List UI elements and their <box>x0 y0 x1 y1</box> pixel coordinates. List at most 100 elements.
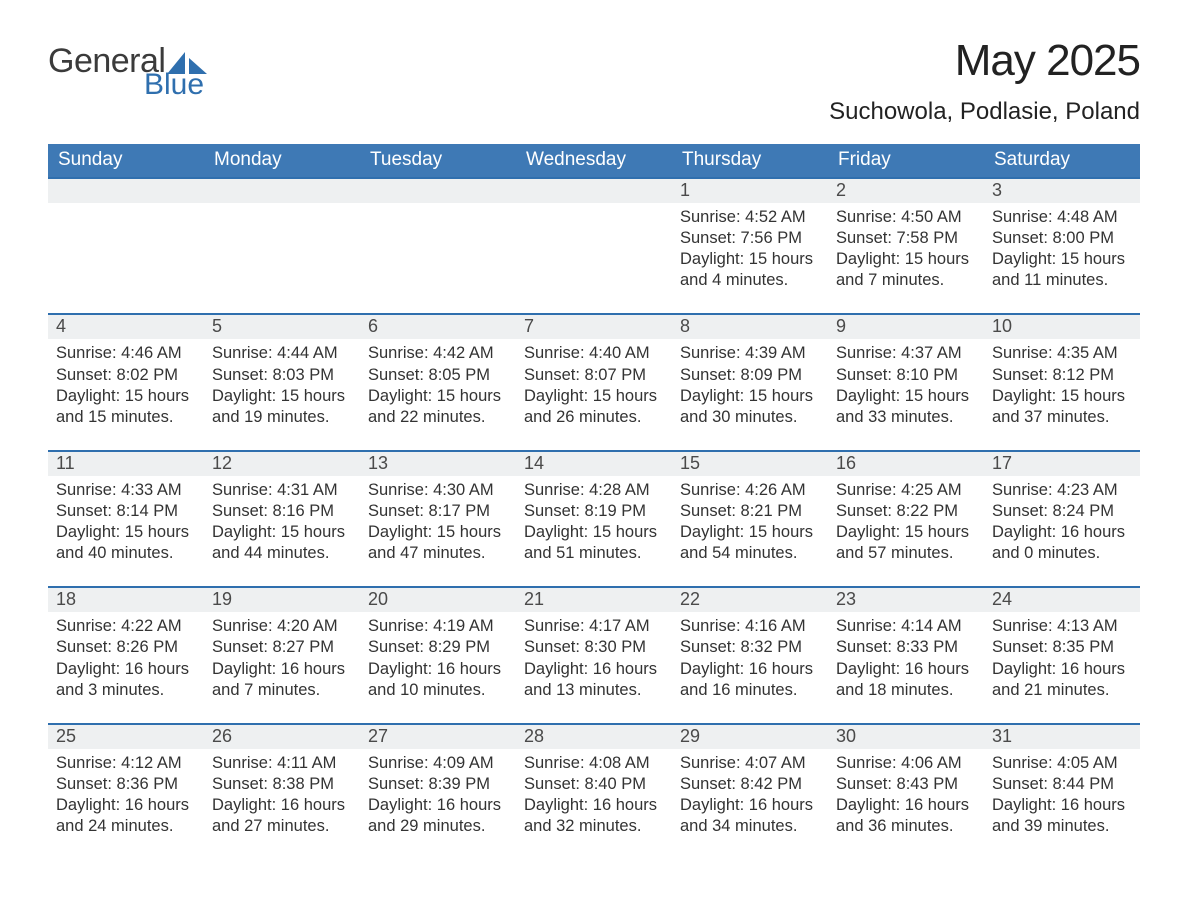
daylight-line: Daylight: 16 hours and 36 minutes. <box>836 795 976 837</box>
daylight-line: Daylight: 16 hours and 7 minutes. <box>212 659 352 701</box>
calendar-day-cell: 28Sunrise: 4:08 AMSunset: 8:40 PMDayligh… <box>516 723 672 859</box>
sunrise-line: Sunrise: 4:31 AM <box>212 480 352 501</box>
calendar-day-cell: 14Sunrise: 4:28 AMSunset: 8:19 PMDayligh… <box>516 450 672 586</box>
month-title: May 2025 <box>829 36 1140 86</box>
sunrise-line: Sunrise: 4:13 AM <box>992 616 1132 637</box>
day-number-strip <box>516 177 672 203</box>
sunrise-line: Sunrise: 4:35 AM <box>992 343 1132 364</box>
daylight-line: Daylight: 15 hours and 22 minutes. <box>368 386 508 428</box>
sunrise-line: Sunrise: 4:33 AM <box>56 480 196 501</box>
day-number: 2 <box>828 179 984 203</box>
day-number-strip: 28 <box>516 723 672 749</box>
calendar-day-cell: 19Sunrise: 4:20 AMSunset: 8:27 PMDayligh… <box>204 586 360 722</box>
daylight-line: Daylight: 15 hours and 11 minutes. <box>992 249 1132 291</box>
day-number: 23 <box>828 588 984 612</box>
daylight-line: Daylight: 16 hours and 32 minutes. <box>524 795 664 837</box>
day-number: 9 <box>828 315 984 339</box>
day-number: 29 <box>672 725 828 749</box>
weekday-header: Thursday <box>672 144 828 177</box>
day-number: 7 <box>516 315 672 339</box>
sunset-line: Sunset: 8:09 PM <box>680 365 820 386</box>
calendar-day-cell: 3Sunrise: 4:48 AMSunset: 8:00 PMDaylight… <box>984 177 1140 313</box>
day-body <box>48 203 204 313</box>
sunrise-line: Sunrise: 4:17 AM <box>524 616 664 637</box>
daylight-line: Daylight: 16 hours and 34 minutes. <box>680 795 820 837</box>
day-number: 18 <box>48 588 204 612</box>
day-number-strip: 7 <box>516 313 672 339</box>
day-body: Sunrise: 4:17 AMSunset: 8:30 PMDaylight:… <box>516 612 672 722</box>
sunrise-line: Sunrise: 4:30 AM <box>368 480 508 501</box>
day-number-strip: 2 <box>828 177 984 203</box>
day-number-strip: 29 <box>672 723 828 749</box>
day-body: Sunrise: 4:44 AMSunset: 8:03 PMDaylight:… <box>204 339 360 449</box>
day-number-strip: 3 <box>984 177 1140 203</box>
daylight-line: Daylight: 15 hours and 40 minutes. <box>56 522 196 564</box>
calendar-page: General Blue May 2025 Suchowola, Podlasi… <box>0 0 1188 918</box>
sunset-line: Sunset: 8:36 PM <box>56 774 196 795</box>
sunset-line: Sunset: 8:10 PM <box>836 365 976 386</box>
daylight-line: Daylight: 15 hours and 7 minutes. <box>836 249 976 291</box>
sunrise-line: Sunrise: 4:22 AM <box>56 616 196 637</box>
calendar-day-cell: 20Sunrise: 4:19 AMSunset: 8:29 PMDayligh… <box>360 586 516 722</box>
weekday-header: Wednesday <box>516 144 672 177</box>
daylight-line: Daylight: 15 hours and 37 minutes. <box>992 386 1132 428</box>
sunset-line: Sunset: 8:03 PM <box>212 365 352 386</box>
day-number-strip: 31 <box>984 723 1140 749</box>
calendar-day-cell: 27Sunrise: 4:09 AMSunset: 8:39 PMDayligh… <box>360 723 516 859</box>
sunset-line: Sunset: 8:22 PM <box>836 501 976 522</box>
calendar-day-cell: 31 Sunrise: 4:05 AMSunset: 8:44 PMDayligh… <box>984 723 1140 859</box>
sunset-line: Sunset: 8:00 PM <box>992 228 1132 249</box>
day-number: 27 <box>360 725 516 749</box>
weekday-header: Monday <box>204 144 360 177</box>
sunset-line: Sunset: 8:42 PM <box>680 774 820 795</box>
calendar-empty-cell <box>48 177 204 313</box>
calendar-week-row: 4Sunrise: 4:46 AMSunset: 8:02 PMDaylight… <box>48 313 1140 449</box>
calendar-day-cell: 5Sunrise: 4:44 AMSunset: 8:03 PMDaylight… <box>204 313 360 449</box>
calendar-day-cell: 1Sunrise: 4:52 AMSunset: 7:56 PMDaylight… <box>672 177 828 313</box>
weekday-header: Sunday <box>48 144 204 177</box>
sunset-line: Sunset: 8:40 PM <box>524 774 664 795</box>
sunset-line: Sunset: 8:30 PM <box>524 637 664 658</box>
day-number: 28 <box>516 725 672 749</box>
calendar-day-cell: 22Sunrise: 4:16 AMSunset: 8:32 PMDayligh… <box>672 586 828 722</box>
calendar-day-cell: 7Sunrise: 4:40 AMSunset: 8:07 PMDaylight… <box>516 313 672 449</box>
calendar-week-row: 25Sunrise: 4:12 AMSunset: 8:36 PMDayligh… <box>48 723 1140 859</box>
day-number: 25 <box>48 725 204 749</box>
daylight-line: Daylight: 16 hours and 39 minutes. <box>992 795 1132 837</box>
day-number-strip: 25 <box>48 723 204 749</box>
calendar-day-cell: 25Sunrise: 4:12 AMSunset: 8:36 PMDayligh… <box>48 723 204 859</box>
sunset-line: Sunset: 8:29 PM <box>368 637 508 658</box>
calendar-head: SundayMondayTuesdayWednesdayThursdayFrid… <box>48 144 1140 177</box>
calendar-day-cell: 11Sunrise: 4:33 AMSunset: 8:14 PMDayligh… <box>48 450 204 586</box>
day-body: Sunrise: 4:42 AMSunset: 8:05 PMDaylight:… <box>360 339 516 449</box>
calendar-day-cell: 6Sunrise: 4:42 AMSunset: 8:05 PMDaylight… <box>360 313 516 449</box>
day-number-strip: 8 <box>672 313 828 339</box>
day-number: 10 <box>984 315 1140 339</box>
calendar-table: SundayMondayTuesdayWednesdayThursdayFrid… <box>48 144 1140 859</box>
daylight-line: Daylight: 15 hours and 4 minutes. <box>680 249 820 291</box>
sunset-line: Sunset: 8:39 PM <box>368 774 508 795</box>
sunset-line: Sunset: 8:44 PM <box>992 774 1132 795</box>
day-number: 12 <box>204 452 360 476</box>
day-number: 3 <box>984 179 1140 203</box>
day-body: Sunrise: 4:48 AMSunset: 8:00 PMDaylight:… <box>984 203 1140 313</box>
day-body: Sunrise: 4:14 AMSunset: 8:33 PMDaylight:… <box>828 612 984 722</box>
day-body: Sunrise: 4:07 AMSunset: 8:42 PMDaylight:… <box>672 749 828 859</box>
day-body: Sunrise: 4:16 AMSunset: 8:32 PMDaylight:… <box>672 612 828 722</box>
sunset-line: Sunset: 8:17 PM <box>368 501 508 522</box>
sunrise-line: Sunrise: 4:52 AM <box>680 207 820 228</box>
location-subtitle: Suchowola, Podlasie, Poland <box>829 98 1140 126</box>
sunrise-line: Sunrise: 4:05 AM <box>992 753 1132 774</box>
day-number: 15 <box>672 452 828 476</box>
calendar-day-cell: 30Sunrise: 4:06 AMSunset: 8:43 PMDayligh… <box>828 723 984 859</box>
sunrise-line: Sunrise: 4:14 AM <box>836 616 976 637</box>
day-number <box>48 179 204 203</box>
calendar-day-cell: 15Sunrise: 4:26 AMSunset: 8:21 PMDayligh… <box>672 450 828 586</box>
sunrise-line: Sunrise: 4:06 AM <box>836 753 976 774</box>
calendar-day-cell: 4Sunrise: 4:46 AMSunset: 8:02 PMDaylight… <box>48 313 204 449</box>
day-number: 19 <box>204 588 360 612</box>
day-number-strip: 21 <box>516 586 672 612</box>
calendar-empty-cell <box>360 177 516 313</box>
calendar-day-cell: 24Sunrise: 4:13 AMSunset: 8:35 PMDayligh… <box>984 586 1140 722</box>
sunset-line: Sunset: 8:33 PM <box>836 637 976 658</box>
